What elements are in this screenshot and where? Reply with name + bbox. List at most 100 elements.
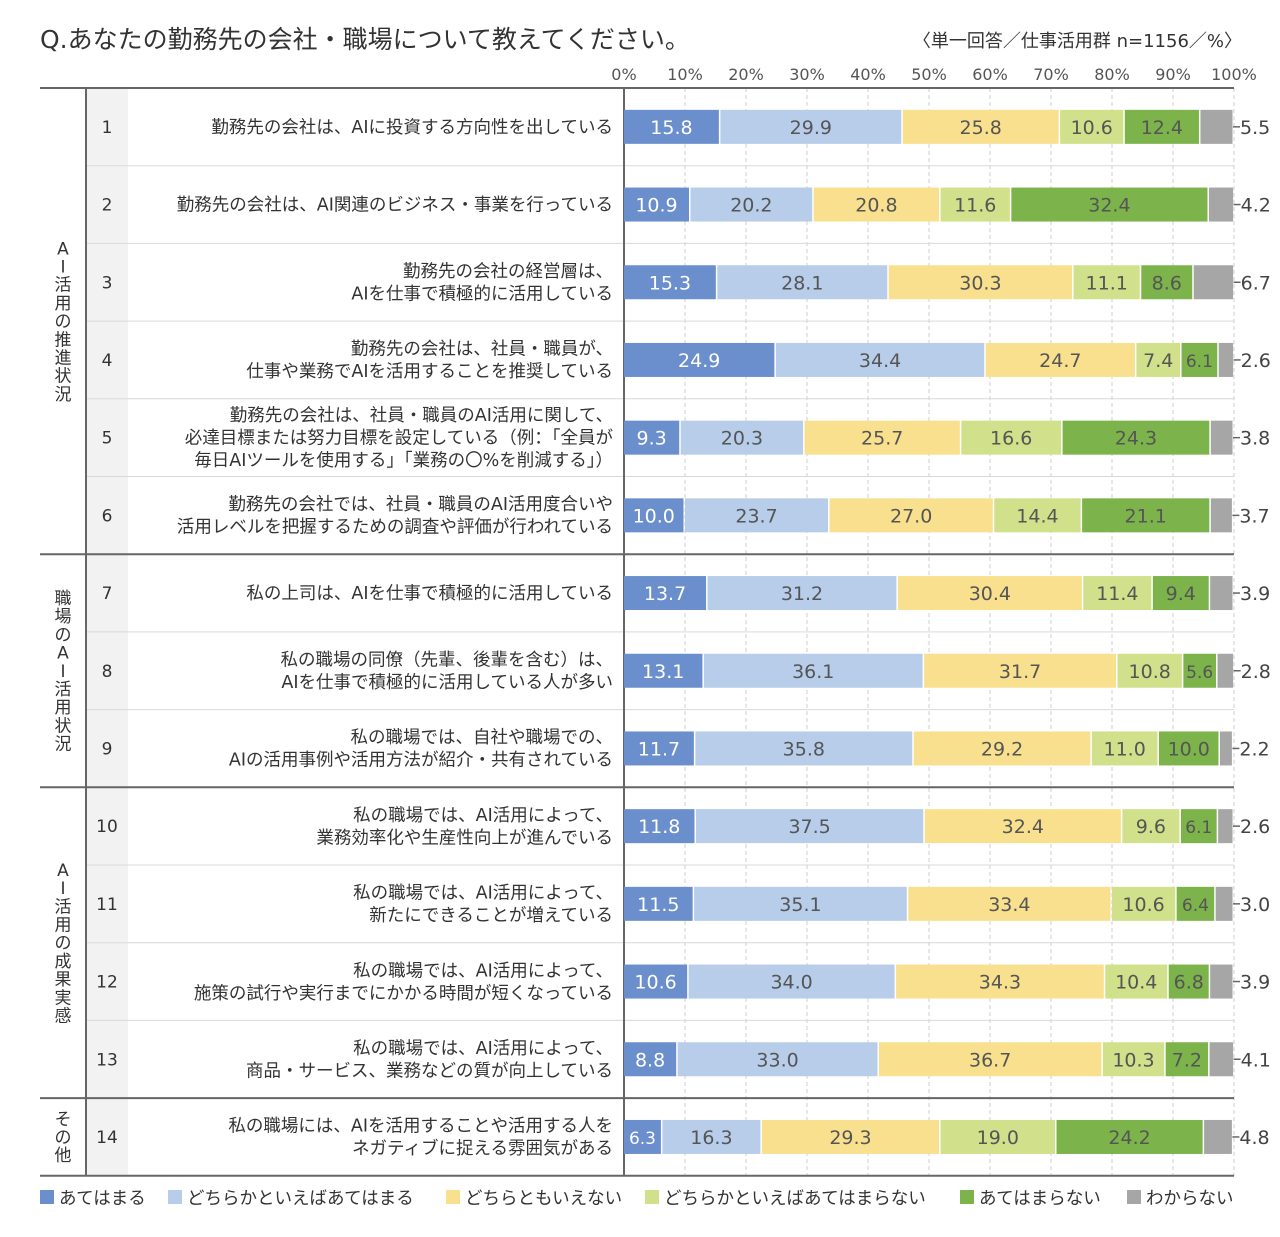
data-label: 9.3 (637, 428, 667, 450)
bar-segment (1136, 342, 1181, 377)
row-number: 6 (102, 506, 113, 526)
data-label: 28.1 (781, 272, 823, 294)
legend-label: あてはまらない (979, 1189, 1101, 1209)
bar-segment (888, 265, 1073, 300)
data-label: 34.3 (979, 972, 1021, 994)
row-label: 私の職場では、AI活用によって、 (353, 806, 613, 826)
bar-segment (1217, 653, 1234, 688)
row-number: 9 (102, 739, 113, 759)
group-label: 職場の A I 活用状況 (55, 589, 72, 755)
bar-segment (624, 731, 694, 766)
bar-segment (624, 1042, 677, 1077)
data-label: 9.4 (1166, 583, 1196, 605)
row-number: 2 (102, 196, 113, 216)
bar-segment (695, 809, 924, 844)
bar-segment (761, 1119, 940, 1154)
legend-swatch (446, 1190, 460, 1204)
bar-segment (695, 731, 913, 766)
x-tick-label: 40% (850, 65, 886, 84)
row-label: 私の職場では、AI活用によって、 (353, 961, 613, 981)
bar-segment (985, 342, 1135, 377)
bar-segment (1062, 420, 1210, 455)
data-label: 20.3 (721, 428, 763, 450)
bar-segment (878, 1042, 1102, 1077)
chart-note: 〈単一回答／仕事活用群 n=1156／%〉 (913, 31, 1242, 52)
row-number: 8 (102, 662, 113, 682)
bar-segment (1082, 498, 1210, 533)
row-number: 5 (102, 429, 113, 449)
row-label: 商品・サービス、業務などの質が向上している (246, 1062, 613, 1082)
data-label: 36.7 (969, 1049, 1011, 1071)
row-number: 3 (102, 273, 113, 293)
bar-segment (1210, 498, 1232, 533)
row-number: 1 (102, 118, 113, 138)
bar-segment (1168, 964, 1209, 999)
legend-swatch (645, 1190, 659, 1204)
bars: 15.8 29.9 25.8 10.6 12.4 5.5 10.9 20.2 20.8 11.6 3… (624, 109, 1271, 1154)
bar-segment (1122, 809, 1180, 844)
bar-segment (624, 1119, 661, 1154)
bar-segment (924, 653, 1116, 688)
data-label: 2.6 (1240, 816, 1270, 838)
bar-segment (1176, 886, 1215, 921)
data-label: 6.1 (1185, 818, 1212, 838)
data-label: 29.3 (829, 1127, 871, 1149)
data-label: 13.1 (642, 661, 684, 683)
bar-segment (829, 498, 993, 533)
row-number: 4 (102, 351, 113, 371)
row-label: AIを仕事で積極的に活用している (351, 285, 613, 305)
data-label: 2.6 (1241, 350, 1271, 372)
data-label: 35.1 (779, 894, 821, 916)
data-label: 10.6 (634, 972, 676, 994)
data-label: 3.0 (1240, 894, 1270, 916)
legend-label: どちらともいえない (465, 1189, 622, 1209)
row-label: 私の職場の同僚（先輩、後輩を含む）は、 (281, 651, 614, 671)
data-label: 15.8 (650, 117, 692, 139)
bar-segment (707, 576, 897, 611)
data-label: 34.0 (770, 972, 812, 994)
bar-segment (703, 653, 923, 688)
bar-segment (624, 420, 680, 455)
row-label: 私の職場では、自社や職場での、 (351, 728, 614, 748)
bar-segment (624, 653, 703, 688)
bar-segment (940, 1119, 1055, 1154)
legend-swatch (1127, 1190, 1141, 1204)
bar-segment (1091, 731, 1158, 766)
bar-segment (1124, 109, 1199, 144)
data-label: 11.1 (1086, 272, 1128, 294)
data-label: 6.4 (1182, 896, 1209, 916)
bar-segment (624, 886, 693, 921)
bar-segment (1208, 187, 1234, 222)
data-label: 2.8 (1241, 661, 1271, 683)
bar-segment (1218, 342, 1234, 377)
bar-segment (908, 886, 1111, 921)
data-label: 33.0 (756, 1049, 798, 1071)
bar-segment (662, 1119, 761, 1154)
data-label: 24.3 (1115, 428, 1157, 450)
bar-segment (804, 420, 960, 455)
row-label: AIの活用事例や活用方法が紹介・共有されている (229, 751, 613, 771)
row-label: ネガティブに捉える雰囲気がある (352, 1138, 613, 1159)
legend-swatch (168, 1190, 182, 1204)
data-label: 25.7 (861, 428, 903, 450)
x-tick-label: 50% (911, 65, 947, 84)
data-label: 9.6 (1136, 816, 1166, 838)
data-label: 24.7 (1039, 350, 1081, 372)
bar-segment (1210, 420, 1233, 455)
row-number: 11 (96, 895, 118, 915)
bar-segment (1060, 109, 1124, 144)
data-label: 11.8 (638, 816, 680, 838)
bar-segment (1056, 1119, 1203, 1154)
bar-segment (1158, 731, 1219, 766)
row-label: 私の職場では、AI活用によって、 (353, 1039, 613, 1059)
row-number: 7 (102, 584, 113, 604)
data-label: 21.1 (1125, 505, 1167, 527)
legend-swatch (40, 1190, 54, 1204)
data-label: 25.8 (960, 117, 1002, 139)
data-label: 3.9 (1240, 583, 1270, 605)
data-label: 20.2 (730, 195, 772, 217)
data-label: 3.9 (1240, 972, 1270, 994)
bar-segment (1219, 731, 1232, 766)
data-label: 20.8 (855, 195, 897, 217)
